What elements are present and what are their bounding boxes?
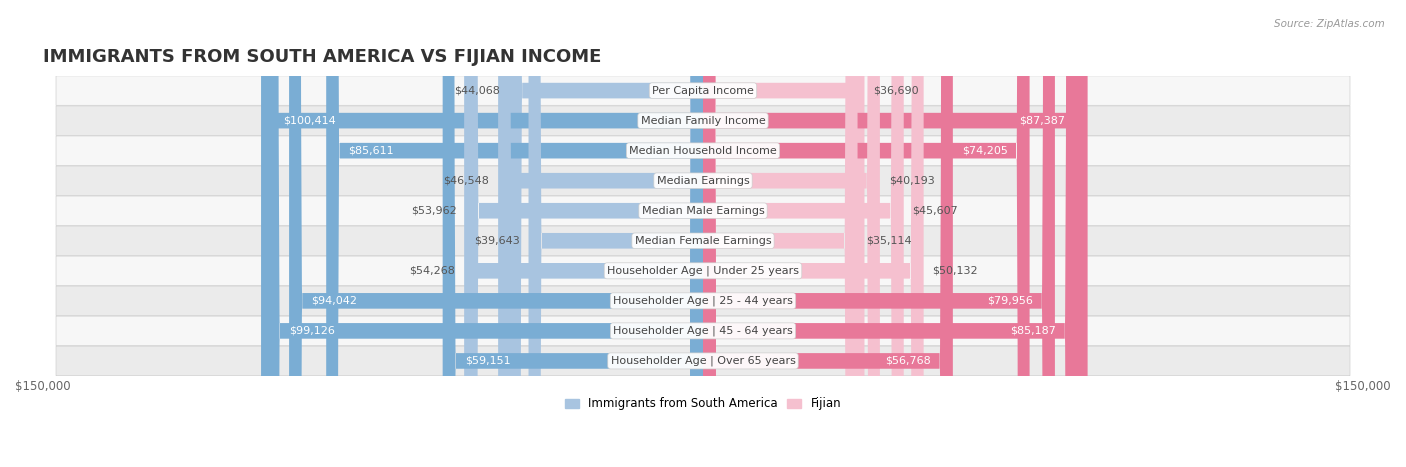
Text: $87,387: $87,387 [1019, 116, 1066, 126]
FancyBboxPatch shape [56, 286, 1350, 316]
FancyBboxPatch shape [262, 0, 703, 467]
Text: $94,042: $94,042 [311, 296, 357, 306]
Text: $39,643: $39,643 [474, 236, 520, 246]
Text: Householder Age | 25 - 44 years: Householder Age | 25 - 44 years [613, 296, 793, 306]
FancyBboxPatch shape [703, 0, 904, 467]
Text: Median Female Earnings: Median Female Earnings [634, 236, 772, 246]
FancyBboxPatch shape [498, 0, 703, 467]
Text: Householder Age | Over 65 years: Householder Age | Over 65 years [610, 356, 796, 366]
FancyBboxPatch shape [703, 0, 865, 467]
Text: $50,132: $50,132 [932, 266, 979, 276]
FancyBboxPatch shape [56, 166, 1350, 195]
Text: $54,268: $54,268 [409, 266, 456, 276]
Text: $99,126: $99,126 [288, 326, 335, 336]
FancyBboxPatch shape [703, 0, 1088, 467]
FancyBboxPatch shape [56, 256, 1350, 285]
Text: $59,151: $59,151 [464, 356, 510, 366]
Text: $85,611: $85,611 [349, 146, 394, 156]
Text: $74,205: $74,205 [962, 146, 1008, 156]
FancyBboxPatch shape [443, 0, 703, 467]
FancyBboxPatch shape [703, 0, 1029, 467]
FancyBboxPatch shape [267, 0, 703, 467]
FancyBboxPatch shape [703, 0, 924, 467]
Text: $100,414: $100,414 [283, 116, 336, 126]
FancyBboxPatch shape [56, 136, 1350, 165]
FancyBboxPatch shape [326, 0, 703, 467]
Text: $36,690: $36,690 [873, 85, 920, 96]
Text: $46,548: $46,548 [443, 176, 489, 186]
FancyBboxPatch shape [703, 0, 953, 467]
Text: Source: ZipAtlas.com: Source: ZipAtlas.com [1274, 19, 1385, 28]
Text: Per Capita Income: Per Capita Income [652, 85, 754, 96]
FancyBboxPatch shape [529, 0, 703, 467]
FancyBboxPatch shape [464, 0, 703, 467]
Text: $79,956: $79,956 [987, 296, 1033, 306]
FancyBboxPatch shape [56, 316, 1350, 346]
FancyBboxPatch shape [56, 106, 1350, 135]
FancyBboxPatch shape [56, 196, 1350, 226]
Text: $45,607: $45,607 [912, 206, 959, 216]
FancyBboxPatch shape [509, 0, 703, 467]
Text: Householder Age | 45 - 64 years: Householder Age | 45 - 64 years [613, 325, 793, 336]
Text: $53,962: $53,962 [411, 206, 457, 216]
FancyBboxPatch shape [703, 0, 1054, 467]
FancyBboxPatch shape [56, 226, 1350, 255]
Text: IMMIGRANTS FROM SOUTH AMERICA VS FIJIAN INCOME: IMMIGRANTS FROM SOUTH AMERICA VS FIJIAN … [42, 48, 602, 66]
Text: Householder Age | Under 25 years: Householder Age | Under 25 years [607, 266, 799, 276]
Text: Median Household Income: Median Household Income [628, 146, 778, 156]
Text: $35,114: $35,114 [866, 236, 912, 246]
FancyBboxPatch shape [290, 0, 703, 467]
Text: $85,187: $85,187 [1010, 326, 1056, 336]
FancyBboxPatch shape [56, 346, 1350, 375]
FancyBboxPatch shape [56, 76, 1350, 106]
FancyBboxPatch shape [703, 0, 1078, 467]
FancyBboxPatch shape [703, 0, 880, 467]
Text: Median Family Income: Median Family Income [641, 116, 765, 126]
Text: $40,193: $40,193 [889, 176, 935, 186]
Text: Median Male Earnings: Median Male Earnings [641, 206, 765, 216]
FancyBboxPatch shape [703, 0, 858, 467]
Legend: Immigrants from South America, Fijian: Immigrants from South America, Fijian [560, 393, 846, 415]
FancyBboxPatch shape [465, 0, 703, 467]
Text: $56,768: $56,768 [886, 356, 931, 366]
Text: $44,068: $44,068 [454, 85, 501, 96]
Text: Median Earnings: Median Earnings [657, 176, 749, 186]
